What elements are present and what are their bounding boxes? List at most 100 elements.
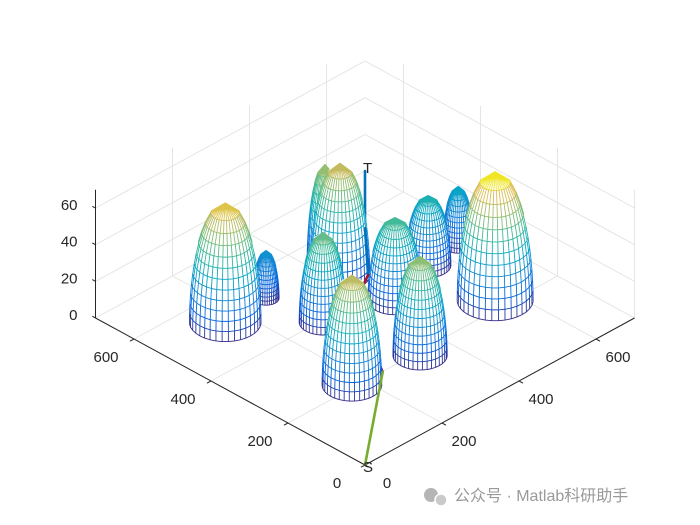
mesh-meridian — [315, 201, 365, 223]
mesh-ring — [456, 301, 534, 322]
mesh-ring — [396, 306, 444, 319]
mesh-meridian — [198, 231, 253, 258]
plot-layer — [188, 162, 534, 467]
end-label: T — [363, 160, 372, 177]
mesh-meridian — [205, 211, 246, 234]
mesh-meridian — [374, 237, 416, 256]
mesh-ring — [189, 303, 261, 322]
mesh-meridian — [408, 255, 432, 271]
mesh-meridian — [458, 248, 532, 277]
tick-mark — [92, 315, 96, 319]
obstacle — [188, 202, 262, 342]
tick-mark — [283, 422, 289, 426]
path-segment — [363, 226, 370, 277]
watermark: 公众号 · Matlab科研助手 — [424, 487, 628, 507]
y-axis-line — [95, 317, 366, 466]
mesh-ring — [397, 298, 443, 310]
mesh-meridian — [410, 211, 446, 228]
mesh-meridian — [258, 253, 274, 263]
mesh-meridian — [313, 210, 367, 234]
mesh-ring — [189, 313, 262, 332]
tick-mark — [441, 422, 447, 426]
watermark-text: 公众号 · Matlab科研助手 — [454, 487, 628, 505]
mesh-meridian — [189, 303, 262, 332]
y-tick-label: 0 — [333, 475, 341, 492]
mesh-ring — [190, 293, 261, 312]
mesh-meridian — [335, 283, 369, 303]
mesh-meridian — [457, 258, 533, 288]
mesh-ring — [458, 258, 532, 278]
mesh-meridian — [460, 237, 531, 266]
mesh-meridian — [418, 195, 438, 207]
mesh-meridian — [309, 239, 337, 255]
mesh-ring — [457, 269, 533, 289]
mesh-meridian — [331, 292, 373, 314]
mesh-meridian — [479, 171, 511, 191]
tick-mark — [92, 205, 96, 209]
mesh-meridian — [376, 230, 414, 248]
mesh-ring — [394, 323, 447, 337]
y-tick-label: 600 — [93, 349, 118, 366]
mesh-ring — [325, 330, 379, 345]
mesh-ring — [461, 237, 529, 255]
mesh-meridian — [447, 195, 469, 207]
mesh-meridian — [409, 217, 448, 235]
mesh-meridian — [313, 231, 333, 245]
mesh-meridian — [324, 330, 380, 354]
mesh-ring — [456, 290, 534, 311]
mesh-meridian — [339, 274, 365, 291]
mesh-meridian — [463, 215, 527, 242]
mesh-meridian — [383, 217, 407, 231]
mesh-meridian — [392, 331, 448, 354]
mesh-meridian — [461, 226, 529, 254]
mesh-meridian — [456, 280, 534, 310]
mesh-ring — [463, 226, 527, 243]
watermark-icon — [434, 493, 448, 507]
tick-mark — [92, 279, 96, 282]
mesh-ring — [322, 367, 382, 383]
mesh-ring — [191, 283, 260, 302]
tick-mark — [206, 380, 212, 384]
mesh-ring — [460, 247, 531, 266]
mesh-meridian — [404, 263, 436, 281]
mesh-meridian — [457, 269, 534, 299]
mesh-meridian — [449, 190, 467, 201]
grid-line — [364, 97, 635, 246]
x-tick-label: 200 — [451, 433, 476, 450]
mesh-meridian — [321, 367, 383, 392]
mesh-meridian — [323, 171, 357, 191]
x-tick-label: 400 — [528, 391, 553, 408]
mesh-ring — [479, 180, 511, 192]
mesh-meridian — [195, 243, 255, 269]
mesh-meridian — [327, 162, 353, 179]
mesh-meridian — [394, 306, 446, 328]
mesh-meridian — [301, 270, 345, 289]
mesh-meridian — [322, 349, 382, 374]
mesh-meridian — [191, 273, 260, 301]
mesh-ring — [315, 210, 365, 224]
mesh-meridian — [193, 253, 257, 280]
mesh-meridian — [394, 315, 447, 337]
mesh-meridian — [306, 246, 340, 264]
mesh-meridian — [190, 283, 261, 312]
start-label: S — [363, 459, 373, 476]
x-tick-label: 0 — [383, 475, 391, 492]
obstacle — [321, 274, 383, 402]
mesh-ring — [193, 263, 257, 280]
obstacle — [392, 255, 448, 371]
mesh-meridian — [257, 257, 276, 268]
mesh-meridian — [325, 321, 379, 344]
mesh-meridian — [327, 312, 377, 334]
mesh-meridian — [317, 163, 333, 177]
mesh-ring — [323, 349, 381, 364]
x-tick-label: 600 — [605, 349, 630, 366]
z-tick-label: 20 — [61, 270, 78, 287]
x-axis-line — [364, 317, 635, 466]
axes-layer — [92, 189, 635, 468]
tick-mark — [92, 242, 96, 246]
mesh-meridian — [189, 293, 261, 322]
mesh-meridian — [255, 261, 277, 272]
mesh-meridian — [456, 291, 534, 321]
